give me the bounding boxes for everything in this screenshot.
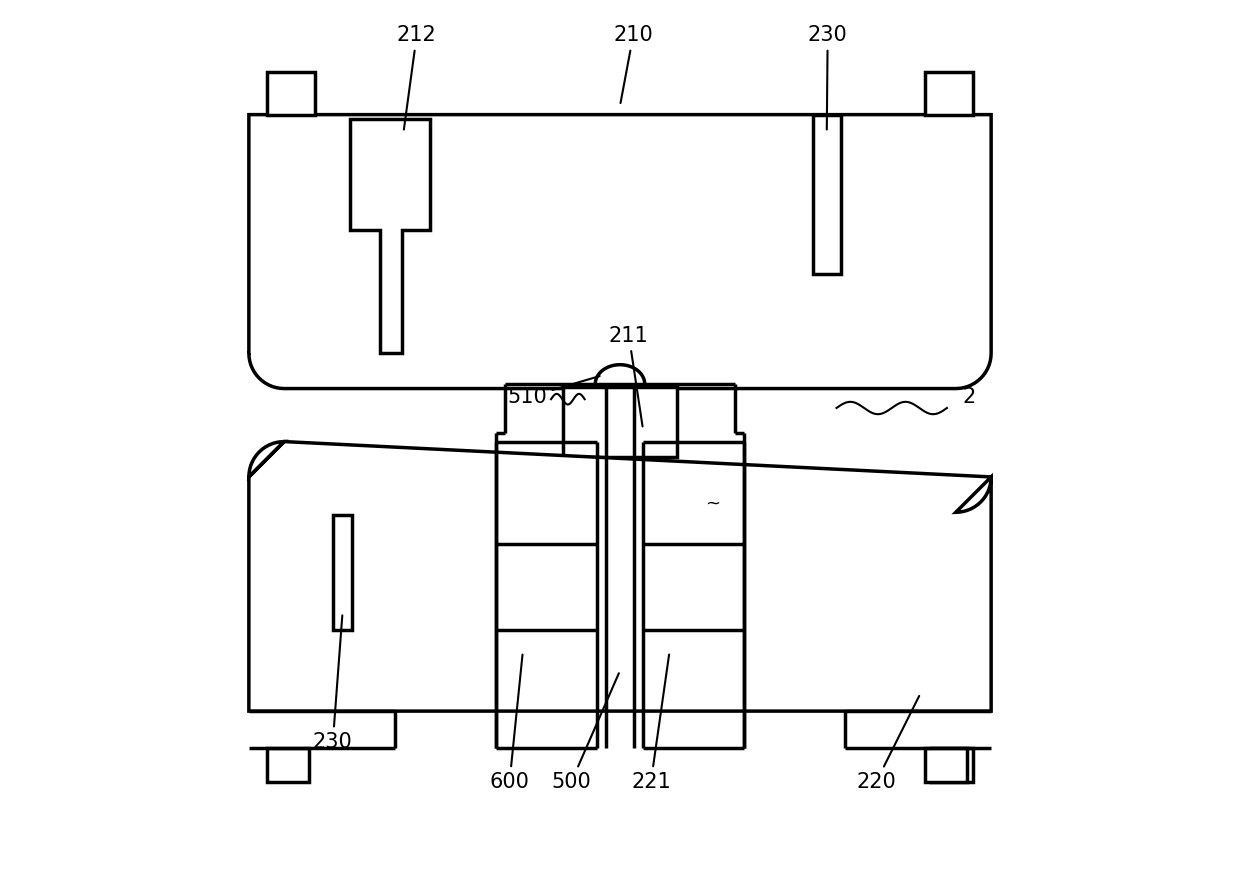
Polygon shape [351, 119, 430, 353]
Text: 212: 212 [397, 25, 436, 129]
Text: ~: ~ [706, 494, 720, 512]
Text: 211: 211 [609, 326, 649, 426]
Text: 230: 230 [312, 615, 352, 752]
Bar [812, 115, 841, 274]
Bar [332, 516, 352, 631]
Bar [925, 72, 973, 115]
Bar [925, 748, 967, 781]
Bar [267, 748, 309, 781]
PathPatch shape [249, 115, 991, 389]
Text: 230: 230 [807, 25, 847, 129]
Bar [563, 387, 677, 458]
Text: 600: 600 [490, 655, 529, 792]
Bar [931, 748, 973, 781]
Text: 210: 210 [614, 25, 653, 103]
Text: 500: 500 [552, 673, 619, 792]
Bar [267, 72, 315, 115]
PathPatch shape [249, 442, 991, 711]
Text: 221: 221 [631, 655, 671, 792]
Text: 510: 510 [507, 376, 600, 408]
Text: 220: 220 [857, 696, 919, 792]
Text: 2: 2 [962, 387, 976, 408]
